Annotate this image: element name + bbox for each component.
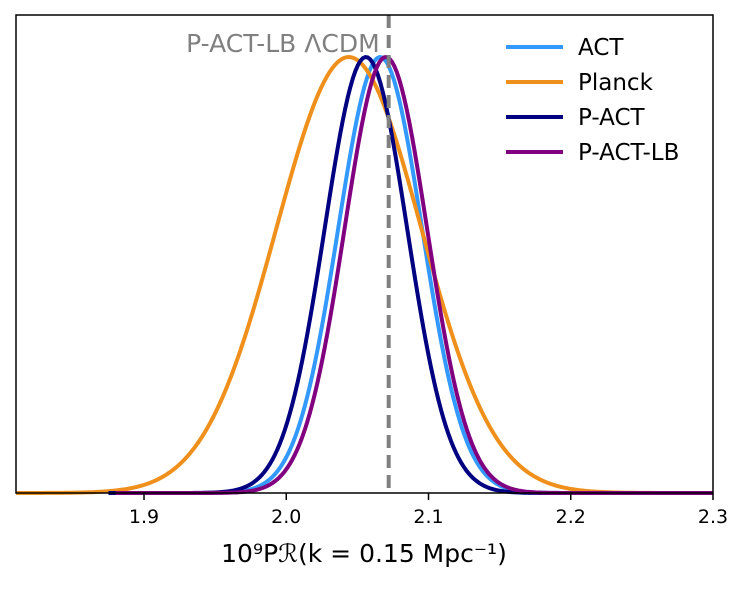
legend-label-p-act: P-ACT	[578, 105, 646, 131]
x-axis: 1.9 2.0 2.1 2.2 2.3	[129, 493, 728, 528]
legend: ACT Planck P-ACT P-ACT-LB	[506, 35, 679, 166]
legend-label-planck: Planck	[578, 70, 654, 96]
x-tick-label-1: 2.0	[271, 506, 301, 528]
x-axis-label: 10⁹Pℛ(k = 0.15 Mpc⁻¹)	[221, 539, 507, 568]
plot-background	[16, 15, 713, 493]
x-tick-label-2: 2.1	[413, 506, 443, 528]
legend-label-act: ACT	[578, 35, 624, 61]
x-tick-label-0: 1.9	[129, 506, 159, 528]
x-tick-label-4: 2.3	[698, 506, 728, 528]
plot-frame	[15, 14, 714, 494]
x-tick-label-3: 2.2	[556, 506, 586, 528]
annotation-label: P-ACT-LB ΛCDM	[186, 29, 380, 58]
legend-label-p-act-lb: P-ACT-LB	[578, 140, 679, 166]
